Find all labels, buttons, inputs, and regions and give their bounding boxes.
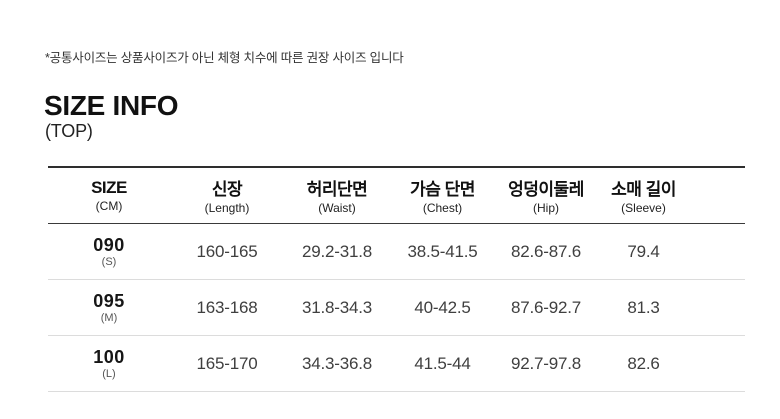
length-value: 165-170: [196, 353, 258, 373]
column-header-length: 신장 (Length): [170, 167, 284, 224]
column-label: 엉덩이둘레: [508, 180, 584, 199]
chest-value: 40-42.5: [414, 297, 471, 317]
length-value: 163-168: [196, 297, 258, 317]
column-header-sleeve: 소매 길이 (Sleeve): [597, 167, 745, 224]
size-letter: (L): [102, 368, 116, 380]
sleeve-cell: 81.3: [597, 279, 745, 336]
column-unit: (Sleeve): [621, 201, 666, 215]
size-letter: (M): [100, 312, 118, 324]
waist-cell: 34.3-36.8: [284, 335, 390, 392]
column-label: 신장: [211, 180, 243, 199]
table-row-090: 090 (S) 160-165 29.2-31.8 38.5-41.5 82.6…: [48, 223, 745, 280]
waist-value: 29.2-31.8: [301, 241, 373, 261]
column-header-chest: 가슴 단면 (Chest): [390, 167, 495, 224]
column-label: 소매 길이: [611, 180, 676, 199]
column-label: SIZE: [91, 177, 127, 197]
size-value: 100: [93, 347, 125, 367]
size-table-header: SIZE (CM) 신장 (Length) 허리단면 (Waist) 가슴 단면…: [48, 167, 745, 224]
page-subtitle-top: (TOP): [45, 121, 93, 141]
size-cell: 095 (M): [48, 279, 170, 336]
hip-value: 92.7-97.8: [510, 353, 582, 373]
column-unit: (Chest): [422, 201, 463, 215]
hip-cell: 92.7-97.8: [495, 335, 597, 392]
common-size-note: *공통사이즈는 상품사이즈가 아닌 체형 치수에 따른 권장 사이즈 입니다: [45, 51, 404, 65]
column-unit: (CM): [95, 198, 123, 213]
column-label: 가슴 단면: [410, 180, 475, 199]
column-unit: (Hip): [533, 201, 559, 215]
length-cell: 163-168: [170, 279, 284, 336]
length-cell: 165-170: [170, 335, 284, 392]
waist-cell: 29.2-31.8: [284, 223, 390, 280]
waist-value: 31.8-34.3: [301, 297, 373, 317]
column-unit: (Waist): [318, 201, 356, 215]
size-chart-table: SIZE (CM) 신장 (Length) 허리단면 (Waist) 가슴 단면…: [48, 166, 745, 392]
header-row: SIZE (CM) 신장 (Length) 허리단면 (Waist) 가슴 단면…: [48, 167, 745, 224]
chest-cell: 41.5-44: [390, 335, 495, 392]
hip-value: 82.6-87.6: [510, 241, 582, 261]
hip-cell: 82.6-87.6: [495, 223, 597, 280]
chest-value: 38.5-41.5: [407, 241, 478, 261]
hip-value: 87.6-92.7: [510, 297, 582, 317]
size-table-body: 090 (S) 160-165 29.2-31.8 38.5-41.5 82.6…: [48, 223, 745, 392]
waist-value: 34.3-36.8: [301, 353, 373, 373]
length-cell: 160-165: [170, 223, 284, 280]
column-label: 허리단면: [306, 180, 368, 199]
size-value: 090: [93, 235, 125, 255]
size-cell: 090 (S): [48, 223, 170, 280]
sleeve-cell: 79.4: [597, 223, 745, 280]
column-header-waist: 허리단면 (Waist): [284, 167, 390, 224]
chest-value: 41.5-44: [414, 353, 471, 373]
sleeve-cell: 82.6: [597, 335, 745, 392]
page-title: SIZE INFO: [44, 90, 179, 121]
column-header-size: SIZE (CM): [48, 167, 170, 224]
hip-cell: 87.6-92.7: [495, 279, 597, 336]
size-letter: (S): [101, 256, 117, 268]
sleeve-value: 79.4: [627, 241, 660, 261]
sleeve-value: 81.3: [627, 297, 660, 317]
chest-cell: 40-42.5: [390, 279, 495, 336]
sleeve-value: 82.6: [627, 353, 660, 373]
column-header-hip: 엉덩이둘레 (Hip): [495, 167, 597, 224]
length-value: 160-165: [196, 241, 258, 261]
table-row-100: 100 (L) 165-170 34.3-36.8 41.5-44 92.7-9…: [48, 335, 745, 392]
column-unit: (Length): [204, 201, 250, 215]
table-row-095: 095 (M) 163-168 31.8-34.3 40-42.5 87.6-9…: [48, 279, 745, 336]
waist-cell: 31.8-34.3: [284, 279, 390, 336]
chest-cell: 38.5-41.5: [390, 223, 495, 280]
size-value: 095: [93, 291, 125, 311]
size-cell: 100 (L): [48, 335, 170, 392]
